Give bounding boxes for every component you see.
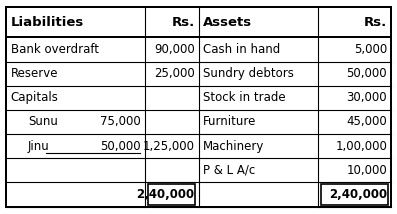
Text: Assets: Assets [203, 16, 252, 29]
Bar [6, 7, 391, 37]
Text: 30,000: 30,000 [347, 91, 387, 104]
Bar [321, 184, 388, 205]
Text: 2,40,000: 2,40,000 [329, 188, 387, 201]
Text: Sunu: Sunu [28, 116, 58, 128]
Text: Machinery: Machinery [203, 140, 265, 153]
Text: 25,000: 25,000 [154, 67, 195, 80]
Text: Furniture: Furniture [203, 116, 256, 128]
Bar [148, 184, 195, 205]
Text: Liabilities: Liabilities [11, 16, 84, 29]
Text: 10,000: 10,000 [346, 164, 387, 177]
Text: Rs.: Rs. [364, 16, 387, 29]
Text: Capitals: Capitals [11, 91, 59, 104]
Text: Cash in hand: Cash in hand [203, 43, 281, 56]
Text: 45,000: 45,000 [346, 116, 387, 128]
Text: Jinu: Jinu [28, 140, 50, 153]
Text: 75,000: 75,000 [100, 116, 141, 128]
Text: Sundry debtors: Sundry debtors [203, 67, 294, 80]
Text: Rs.: Rs. [171, 16, 195, 29]
Text: P & L A/c: P & L A/c [203, 164, 256, 177]
Text: 50,000: 50,000 [347, 67, 387, 80]
Text: 1,25,000: 1,25,000 [143, 140, 195, 153]
Text: Stock in trade: Stock in trade [203, 91, 286, 104]
Text: 90,000: 90,000 [154, 43, 195, 56]
Text: 1,00,000: 1,00,000 [335, 140, 387, 153]
Text: Bank overdraft: Bank overdraft [11, 43, 99, 56]
Text: 2,40,000: 2,40,000 [137, 188, 195, 201]
Text: 50,000: 50,000 [100, 140, 141, 153]
Text: 5,000: 5,000 [354, 43, 387, 56]
Text: Reserve: Reserve [11, 67, 58, 80]
